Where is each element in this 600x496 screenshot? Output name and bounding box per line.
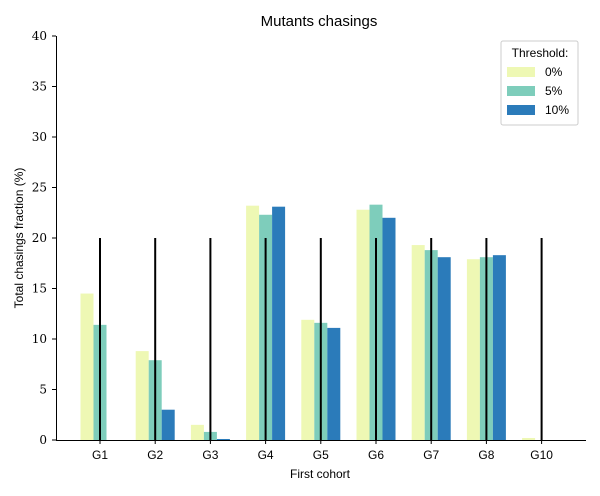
y-tick-label: 5 xyxy=(39,383,47,397)
bar-g4-10pct xyxy=(272,206,286,440)
x-tick-label: G2 xyxy=(147,448,163,462)
bar-g2-0pct xyxy=(135,351,149,440)
bar-g3-0pct xyxy=(190,424,204,440)
legend-items: 0% 5% 10% xyxy=(507,65,569,117)
x-tick-label: G1 xyxy=(92,448,108,462)
y-tick-label: 10 xyxy=(32,332,47,346)
bar-g8-10pct xyxy=(492,255,506,440)
x-tick-label: G5 xyxy=(313,448,329,462)
legend-title: Threshold: xyxy=(512,46,569,60)
y-tick-label: 0 xyxy=(39,433,47,447)
legend-swatch-5pct xyxy=(507,86,535,96)
y-ticks: 0 5 10 15 20 25 30 35 40 xyxy=(32,29,56,447)
x-axis-label: First cohort xyxy=(290,467,351,481)
x-tick-label: G4 xyxy=(258,448,274,462)
x-tick-label: G7 xyxy=(423,448,439,462)
y-tick-label: 25 xyxy=(32,181,47,195)
legend-frame xyxy=(500,40,579,126)
y-tick-label: 30 xyxy=(32,130,47,144)
x-tick-label: G8 xyxy=(478,448,494,462)
bar-g2-10pct xyxy=(161,409,175,440)
bar-g7-0pct xyxy=(411,245,425,440)
y-tick-label: 15 xyxy=(32,282,47,296)
bars-layer xyxy=(80,204,536,440)
legend: Threshold: 0% 5% 10% xyxy=(500,40,579,126)
legend-label: 0% xyxy=(545,65,563,79)
bar-g6-0pct xyxy=(356,209,370,440)
x-tick-label: G3 xyxy=(202,448,218,462)
y-tick-label: 20 xyxy=(32,231,47,245)
x-tick-label: G6 xyxy=(368,448,384,462)
legend-swatch-10pct xyxy=(507,105,535,115)
y-tick-label: 35 xyxy=(32,80,47,94)
bar-g4-0pct xyxy=(246,205,260,440)
bar-g1-0pct xyxy=(80,293,94,440)
y-axis-label: Total chasings fraction (%) xyxy=(12,168,26,309)
bar-g6-10pct xyxy=(382,217,396,440)
bar-g5-10pct xyxy=(327,327,341,440)
legend-swatch-0pct xyxy=(507,67,535,77)
legend-label: 10% xyxy=(545,103,569,117)
bar-g3-10pct xyxy=(216,438,230,440)
legend-label: 5% xyxy=(545,84,563,98)
bar-g10-0pct xyxy=(522,437,536,440)
chart-title: Mutants chasings xyxy=(261,13,378,30)
bar-g8-0pct xyxy=(466,259,480,440)
bar-g5-0pct xyxy=(301,319,315,440)
x-ticks: G1 G2 G3 G4 G5 G6 G7 G8 G10 xyxy=(92,440,553,462)
bar-g7-10pct xyxy=(437,257,451,440)
reference-lines-layer xyxy=(99,238,543,440)
y-tick-label: 40 xyxy=(32,29,47,43)
x-tick-label: G10 xyxy=(530,448,553,462)
